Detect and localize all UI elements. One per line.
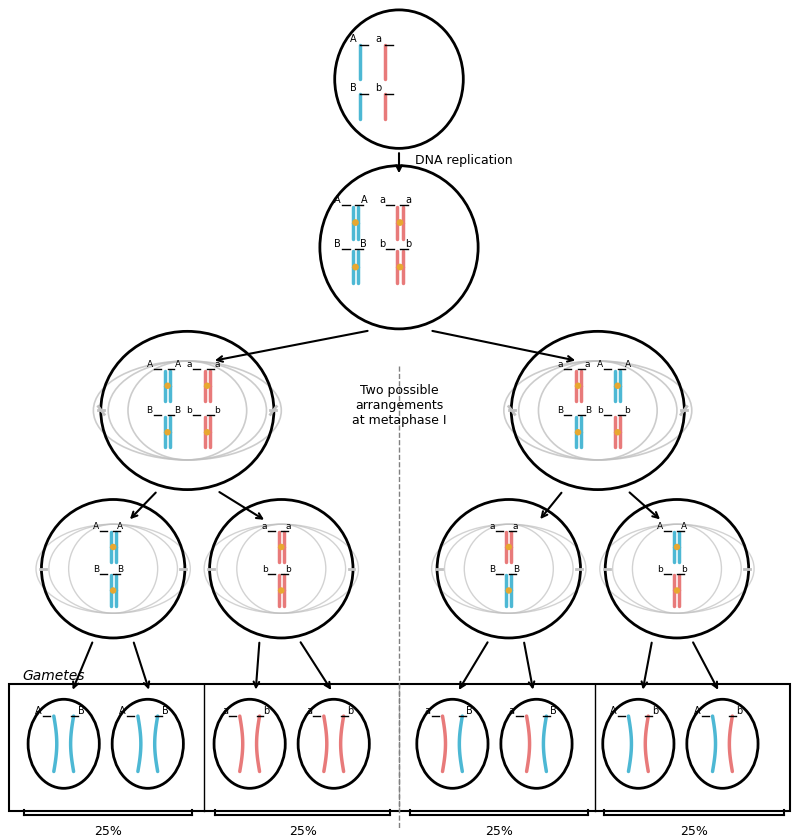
Circle shape	[165, 430, 170, 435]
Text: a: a	[585, 360, 590, 369]
Text: 25%: 25%	[485, 825, 513, 838]
Text: A: A	[610, 706, 617, 717]
Text: A: A	[174, 360, 181, 369]
Circle shape	[279, 588, 284, 593]
Text: 25%: 25%	[289, 825, 317, 838]
Text: b: b	[379, 239, 385, 249]
Text: a: a	[490, 522, 495, 531]
Text: B: B	[513, 565, 519, 574]
Text: A: A	[625, 360, 630, 369]
Text: a: a	[376, 34, 381, 44]
Text: a: a	[558, 360, 563, 369]
Text: A: A	[350, 34, 356, 44]
Circle shape	[674, 545, 679, 550]
Text: 25%: 25%	[680, 825, 708, 838]
Text: b: b	[625, 406, 630, 415]
Text: A: A	[119, 706, 126, 717]
Text: B: B	[334, 239, 340, 249]
Text: A: A	[146, 360, 153, 369]
Text: B: B	[557, 406, 563, 415]
Text: A: A	[657, 522, 663, 531]
Circle shape	[165, 383, 170, 388]
Circle shape	[575, 383, 581, 388]
Circle shape	[615, 383, 620, 388]
Text: b: b	[348, 706, 354, 717]
Text: B: B	[360, 239, 368, 249]
Circle shape	[205, 383, 209, 388]
Circle shape	[507, 588, 511, 593]
Text: A: A	[597, 360, 602, 369]
Text: B: B	[78, 706, 85, 717]
Text: a: a	[262, 522, 268, 531]
Text: A: A	[334, 195, 340, 205]
Text: B: B	[467, 706, 473, 717]
Text: b: b	[652, 706, 658, 717]
Text: B: B	[551, 706, 557, 717]
Text: B: B	[585, 406, 591, 415]
Text: a: a	[380, 195, 385, 205]
Circle shape	[575, 430, 581, 435]
Circle shape	[615, 430, 620, 435]
Text: b: b	[405, 239, 411, 249]
Text: B: B	[93, 565, 99, 574]
Text: a: a	[405, 195, 411, 205]
Text: A: A	[35, 706, 42, 717]
Circle shape	[205, 430, 209, 435]
Circle shape	[353, 264, 358, 269]
Text: A: A	[681, 522, 687, 531]
Text: b: b	[285, 565, 291, 574]
Text: a: a	[222, 706, 228, 717]
Text: a: a	[285, 522, 291, 531]
Circle shape	[507, 545, 511, 550]
Text: A: A	[694, 706, 701, 717]
Text: Two possible
arrangements
at metaphase I: Two possible arrangements at metaphase I	[352, 384, 447, 427]
Circle shape	[397, 264, 403, 269]
Text: B: B	[146, 406, 153, 415]
Text: DNA replication: DNA replication	[415, 154, 512, 167]
Circle shape	[110, 588, 116, 593]
Circle shape	[353, 220, 358, 225]
Text: b: b	[262, 565, 268, 574]
Text: B: B	[161, 706, 169, 717]
Circle shape	[674, 588, 679, 593]
Text: a: a	[214, 360, 220, 369]
Circle shape	[110, 545, 116, 550]
Text: A: A	[117, 522, 123, 531]
FancyBboxPatch shape	[10, 685, 789, 811]
Text: B: B	[174, 406, 181, 415]
Text: A: A	[93, 522, 99, 531]
Circle shape	[279, 545, 284, 550]
Text: b: b	[681, 565, 686, 574]
Text: a: a	[509, 706, 515, 717]
Text: a: a	[513, 522, 519, 531]
Text: B: B	[489, 565, 495, 574]
Text: B: B	[117, 565, 123, 574]
Text: b: b	[658, 565, 663, 574]
Text: b: b	[597, 406, 602, 415]
Text: b: b	[264, 706, 270, 717]
Text: b: b	[186, 406, 193, 415]
Text: A: A	[360, 195, 367, 205]
Text: Gametes: Gametes	[22, 669, 85, 683]
Text: a: a	[306, 706, 312, 717]
Text: 25%: 25%	[94, 825, 122, 838]
Text: a: a	[424, 706, 431, 717]
Text: b: b	[737, 706, 742, 717]
Text: a: a	[187, 360, 193, 369]
Text: b: b	[214, 406, 220, 415]
Text: B: B	[350, 83, 356, 93]
Circle shape	[397, 220, 403, 225]
Text: b: b	[375, 83, 381, 93]
